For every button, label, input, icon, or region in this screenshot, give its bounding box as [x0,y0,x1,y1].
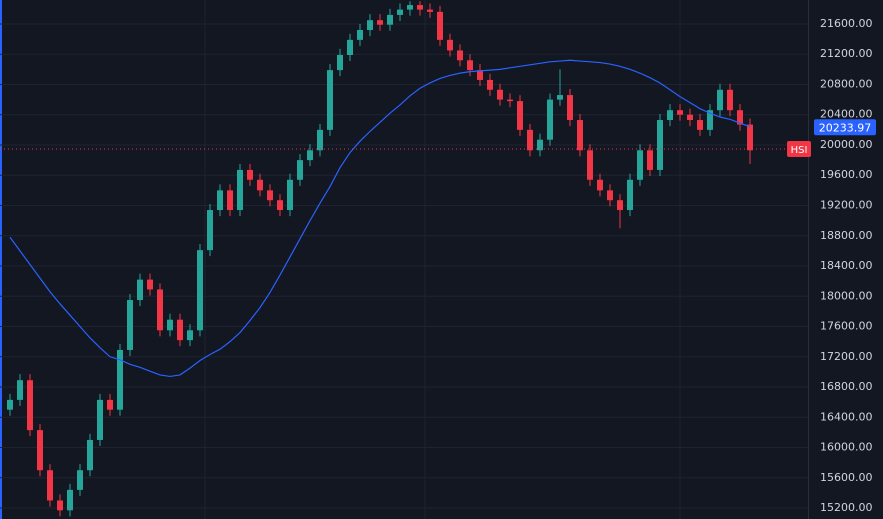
candle-body [127,300,133,350]
symbol-badge [787,140,811,157]
candle-body [577,120,583,151]
candle-body [377,20,383,25]
y-tick-label: 16800.00 [820,380,873,393]
candle-body [637,150,643,180]
candle-body [597,179,603,191]
candle-body [57,500,63,511]
candle-body [217,190,223,211]
candle-body [7,399,13,410]
candle-body [587,150,593,180]
y-tick-label: 16000.00 [820,441,873,454]
candle-body [497,89,503,100]
candle-body [747,124,753,151]
candle-body [177,319,183,341]
candle-body [547,99,553,140]
candle-body [417,5,423,10]
candle-body [427,9,433,12]
y-tick-label: 20000.00 [820,138,873,151]
candle-body [677,110,683,115]
y-tick-label: 16400.00 [820,410,873,423]
candle-body [67,489,73,511]
candle-body [647,150,653,170]
candle-body [567,95,573,121]
y-tick-label: 21600.00 [820,17,873,30]
candle-body [237,169,243,211]
candle-body [37,430,43,471]
candle-body [257,179,263,191]
candle-body [347,39,353,55]
candle-body [187,330,193,341]
candle-body [297,160,303,180]
candle-body [607,190,613,201]
ma-label: 20233.97 [819,121,872,134]
y-tick-label: 15600.00 [820,471,873,484]
y-tick-label: 17200.00 [820,350,873,363]
y-tick-label: 21200.00 [820,47,873,60]
candle-body [467,60,473,71]
candle-body [437,11,443,40]
candle-body [107,399,113,410]
candle-body [137,279,143,301]
candle-body [527,129,533,151]
candle-body [337,54,343,71]
candle-body [87,439,93,471]
candle-body [447,39,453,51]
candle-body [307,150,313,161]
candle-body [47,470,53,501]
symbol-label: HSI [791,145,808,156]
y-tick-label: 15200.00 [820,501,873,514]
candle-body [147,279,153,290]
y-tick-label: 20400.00 [820,108,873,121]
y-tick-label: 18000.00 [820,289,873,302]
candle-body [367,20,373,31]
candle-body [117,349,123,410]
candle-body [657,120,663,170]
candle-body [537,139,543,151]
candle-body [687,114,693,121]
candle-body [407,5,413,10]
candle-body [557,95,563,100]
moving-average [9,59,751,378]
candle-body [227,190,233,211]
y-tick-label: 19200.00 [820,198,873,211]
candle-body [267,190,273,201]
candle-body [157,289,163,331]
y-tick-label: 17600.00 [820,320,873,333]
candle-body [167,319,173,331]
candle-body [207,210,213,251]
candle-body [507,99,513,102]
candle-body [717,89,723,111]
candle-body [387,14,393,25]
y-tick-label: 18400.00 [820,259,873,272]
candle-body [617,200,623,211]
candle-body [697,120,703,130]
candle-body [707,110,713,130]
candle-body [27,380,33,431]
candle-body [317,129,323,151]
candle-body [487,79,493,90]
candle-body [287,179,293,211]
candle-body [477,70,483,80]
candle-body [17,380,23,400]
candle-body [737,110,743,125]
candle-body [197,250,203,331]
candle-body [457,50,463,61]
candle-body [77,470,83,490]
candle-body [277,200,283,211]
candle-body [247,169,253,180]
y-tick-label: 20800.00 [820,77,873,90]
candle-body [397,9,403,15]
candle-body [97,399,103,440]
candle-body [357,30,363,40]
candle-body [627,179,633,211]
candle-body [727,89,733,111]
candle-body [667,110,673,121]
y-tick-label: 18800.00 [820,229,873,242]
candle-body [517,101,523,130]
y-tick-label: 19600.00 [820,168,873,181]
candle-body [327,70,333,130]
ma-badge [814,119,876,136]
